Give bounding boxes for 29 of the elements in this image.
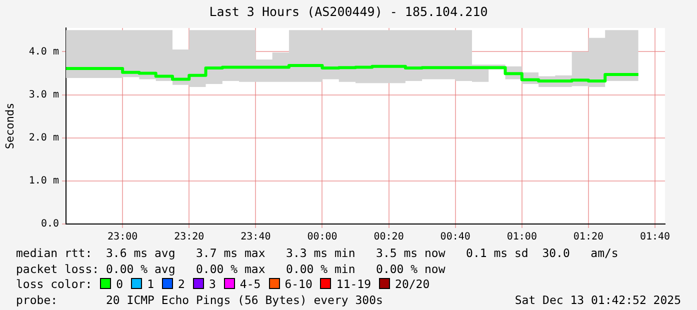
y-tick-label: 3.0 m	[28, 89, 59, 100]
x-tick-label: 01:40	[640, 232, 670, 243]
y-tick-label: 0.0	[40, 218, 59, 230]
x-tick-label: 23:20	[174, 232, 204, 243]
text: median rtt: 3.6 ms avg 3.7 ms max 3.3 ms min 3.5 ms now 0.1 ms sd 30.0 am/s	[16, 246, 618, 260]
text: 1	[147, 277, 154, 291]
text: 11-19	[336, 277, 372, 291]
chart-title: Last 3 Hours (AS200449) - 185.104.210	[208, 4, 489, 19]
text: 4-5	[240, 277, 261, 291]
text: 0	[116, 277, 124, 291]
y-tick-label: 1.0 m	[28, 176, 59, 187]
text: loss color:	[16, 277, 92, 291]
x-tick-label: 23:40	[240, 232, 271, 243]
text: packet loss: 0.00 % avg 0.00 % max 0.00 % min 0.00 % now	[16, 262, 446, 276]
text: 2	[178, 277, 185, 291]
x-tick-label: 23:00	[108, 232, 138, 243]
x-tick-label: 00:40	[440, 232, 470, 243]
x-tick-label: 01:00	[506, 232, 537, 243]
text: 3	[208, 277, 216, 291]
y-tick-label: 4.0 m	[28, 46, 59, 58]
text: probe: 20 ICMP Echo Pings (56 Bytes) every 300s	[16, 292, 383, 306]
x-tick-label: 00:20	[374, 232, 404, 243]
y-tick-label: 2.0 m	[28, 132, 59, 144]
text: 20/20	[395, 277, 430, 291]
text: Sat Dec 13 01:42:52 2025	[514, 292, 681, 306]
text: 6-10	[284, 277, 312, 291]
y-axis-title: Seconds	[3, 102, 16, 150]
x-tick-label: 00:00	[307, 232, 338, 243]
x-tick-label: 01:20	[573, 232, 604, 243]
